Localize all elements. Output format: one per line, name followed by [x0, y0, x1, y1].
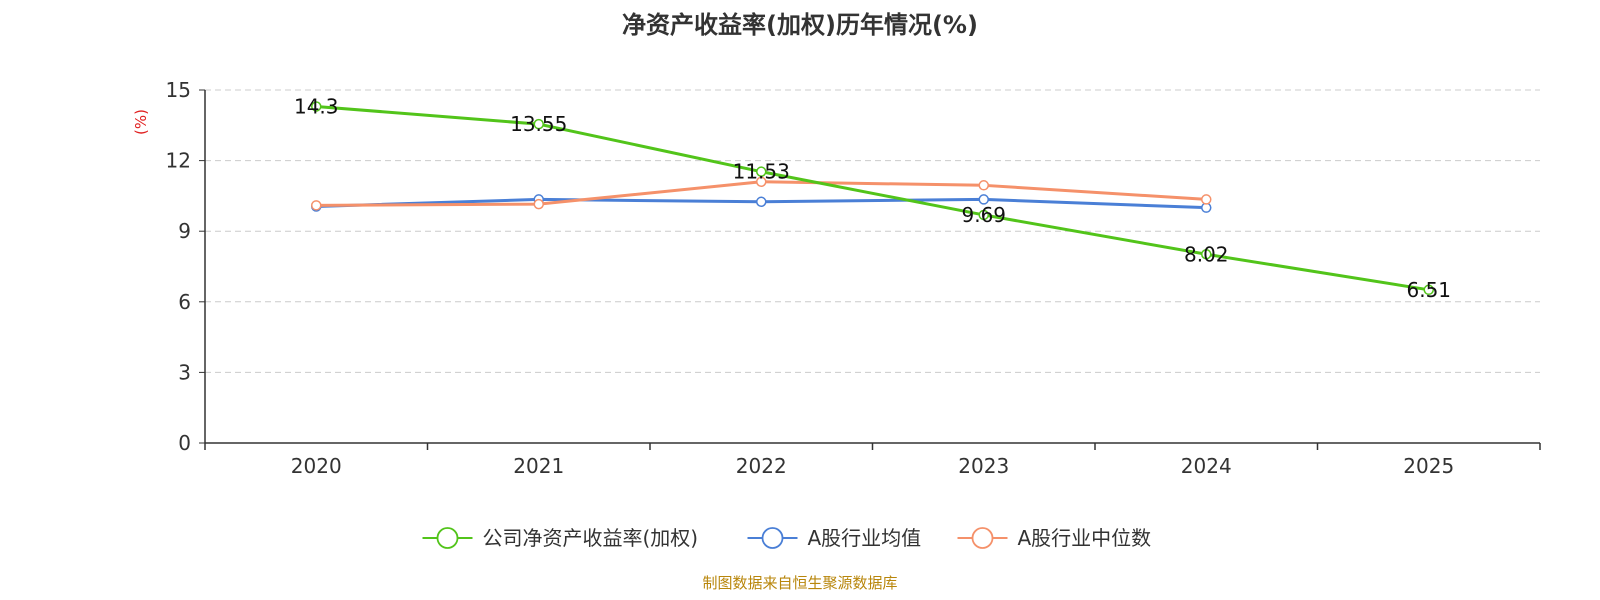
legend-item-1[interactable]: A股行业均值	[747, 526, 922, 550]
x-tick-label-2021: 2021	[513, 454, 564, 478]
x-tick-label-2025: 2025	[1403, 454, 1454, 478]
gridlines	[205, 89, 1540, 373]
x-tick-label-2023: 2023	[958, 454, 1009, 478]
legend-marker-1	[761, 527, 784, 549]
chart-title: 净资产收益率(加权)历年情况(%)	[622, 11, 978, 39]
data-label-2020: 14.3	[294, 94, 339, 118]
point-s0-2023[interactable]	[978, 209, 989, 221]
point-s0-2022[interactable]	[756, 166, 767, 177]
legend-label-2: A股行业中位数	[1018, 526, 1152, 550]
series-line-0	[316, 104, 1429, 292]
data-label-2021: 13.55	[510, 112, 567, 136]
axes: 0 3 6 9 12 15 2020 2021 2022 2023 2024 2025	[166, 78, 1541, 478]
point-s0-2024[interactable]	[1201, 249, 1212, 260]
point-s2-2022[interactable]	[756, 176, 767, 188]
point-s2-2024[interactable]	[1201, 194, 1212, 205]
point-s1-2022[interactable]	[756, 196, 767, 208]
data-labels: 14.3 13.55 11.53 9.69 8.02 6.51	[294, 94, 1451, 301]
x-tick-label-2020: 2020	[291, 454, 342, 478]
legend-marker-0	[436, 527, 459, 549]
legend-label-1: A股行业均值	[808, 526, 922, 550]
point-s0-2025[interactable]	[1423, 284, 1434, 296]
data-label-2025: 6.51	[1406, 278, 1451, 302]
y-tick-label-9: 9	[178, 219, 191, 243]
data-label-2024: 8.02	[1184, 242, 1229, 266]
y-tick-label-12: 12	[166, 149, 191, 173]
legend-item-0[interactable]: 公司净资产收益率(加权)	[422, 526, 699, 550]
source-note: 制图数据来自恒生聚源数据库	[702, 574, 897, 592]
y-tick-label-0: 0	[178, 431, 191, 455]
point-s2-2021[interactable]	[533, 198, 544, 210]
point-s2-2020[interactable]	[311, 200, 322, 211]
legend-marker-2	[971, 527, 994, 549]
point-s0-2021[interactable]	[533, 118, 544, 130]
point-s0-2020[interactable]	[311, 101, 322, 112]
y-axis-label: (%)	[132, 109, 150, 135]
legend-item-2[interactable]: A股行业中位数	[957, 526, 1152, 550]
x-tick-label-2024: 2024	[1181, 454, 1232, 478]
point-s2-2023[interactable]	[978, 180, 989, 191]
data-label-2022: 11.53	[733, 160, 790, 184]
y-tick-label-6: 6	[178, 290, 191, 314]
legend-label-0: 公司净资产收益率(加权)	[483, 526, 699, 550]
point-s1-2023[interactable]	[978, 194, 989, 205]
y-tick-label-3: 3	[178, 360, 191, 384]
y-tick-label-15: 15	[166, 78, 191, 102]
data-label-2023: 9.69	[961, 203, 1006, 227]
legend[interactable]: 公司净资产收益率(加权) A股行业均值 A股行业中位数	[422, 526, 1152, 550]
series-group	[311, 101, 1434, 296]
x-tick-label-2022: 2022	[736, 454, 787, 478]
